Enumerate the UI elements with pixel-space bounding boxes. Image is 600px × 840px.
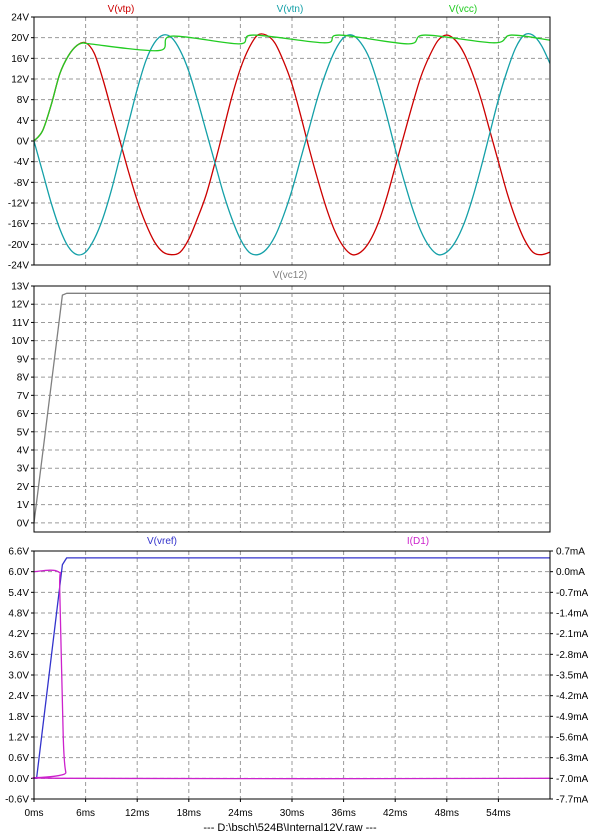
- y-tick-label: 5.4V: [8, 588, 29, 599]
- y-tick-label: -12V: [8, 199, 29, 210]
- x-axis-tick-labels: 0ms 6ms 12ms 18ms 24ms 30ms 36ms 42ms 48ms 54ms: [25, 799, 511, 819]
- y-tick-label: 12V: [11, 300, 29, 311]
- y-tick-label: 4.8V: [8, 609, 29, 620]
- y-tick-label: 5V: [17, 427, 30, 438]
- plot-border: [33, 285, 551, 533]
- right-y-axis-tick-labels: 0.7mA 0.0mA -0.7mA -1.4mA -2.1mA -2.8mA -3.5mA…: [556, 547, 589, 806]
- y-tick-label: 8V: [17, 95, 30, 106]
- trace-v-vcc: [33, 34, 551, 142]
- y-axis-tick-labels: 13V 12V 11V 10V 9V 8V 7V 6V 5V 4V 3V 2V 1V 0V: [11, 282, 29, 530]
- voltage-current-pane-vref-id1[interactable]: 6.6V 6.0V 5.4V 4.8V 4.2V 3.6V 3.0V 2.4V 1.8V 1.2V…: [5, 536, 588, 806]
- y2-tick-label: -7.0mA: [556, 774, 589, 785]
- trace-v-vtp: [33, 33, 551, 256]
- y-tick-label: 9V: [17, 354, 30, 365]
- y-tick-label: -16V: [8, 219, 29, 230]
- y-tick-label: 3.0V: [8, 671, 29, 682]
- y-tick-label: 12V: [11, 75, 29, 86]
- y2-tick-label: 0.0mA: [556, 567, 585, 578]
- legend-id1[interactable]: I(D1): [407, 536, 429, 547]
- x-tick-label: 54ms: [486, 808, 510, 819]
- y-tick-label: 3V: [17, 464, 30, 475]
- y-tick-label: 4V: [17, 446, 30, 457]
- y-tick-label: 0V: [17, 518, 30, 529]
- legend-vtp[interactable]: V(vtp): [108, 4, 135, 15]
- legend-vtn[interactable]: V(vtn): [277, 4, 304, 15]
- y2-tick-label: -5.6mA: [556, 733, 589, 744]
- trace-v-vc12: [33, 292, 550, 523]
- x-tick-label: 6ms: [76, 808, 95, 819]
- y-tick-label: 8V: [17, 373, 30, 384]
- y-tick-label: 1.8V: [8, 712, 29, 723]
- y2-tick-label: 0.7mA: [556, 547, 585, 558]
- y-tick-label: -8V: [13, 178, 29, 189]
- y2-tick-label: -4.2mA: [556, 691, 589, 702]
- y-tick-label: -4V: [13, 157, 29, 168]
- file-path-label: --- D:\bsch\524B\Internal12V.raw ---: [203, 822, 377, 834]
- trace-i-d1: [32, 569, 551, 780]
- legend-vc12[interactable]: V(vc12): [273, 270, 307, 281]
- y-tick-label: 1V: [17, 500, 30, 511]
- y-tick-label: 7V: [17, 391, 30, 402]
- y-tick-label: 6.0V: [8, 567, 29, 578]
- y-tick-label: 11V: [12, 318, 29, 329]
- voltage-pane-vtp-vtn-vcc[interactable]: 24V 20V 16V 12V 8V 4V 0V -4V -8V -12V -16V -20V -24V…: [8, 4, 551, 272]
- x-tick-label: 36ms: [331, 808, 355, 819]
- grid-lines: [31, 16, 550, 266]
- y-tick-label: 0.0V: [8, 774, 29, 785]
- y-tick-label: 13V: [11, 282, 29, 293]
- x-tick-label: 18ms: [177, 808, 201, 819]
- y-tick-label: 16V: [11, 54, 29, 65]
- voltage-pane-vc12[interactable]: 13V 12V 11V 10V 9V 8V 7V 6V 5V 4V 3V 2V 1V 0V V(vc12): [11, 270, 551, 533]
- y-tick-label: 24V: [11, 13, 29, 24]
- legend-vcc[interactable]: V(vcc): [449, 4, 477, 15]
- y2-tick-label: -7.7mA: [556, 795, 589, 806]
- x-tick-label: 12ms: [125, 808, 149, 819]
- y-tick-label: -24V: [8, 261, 29, 272]
- x-tick-label: 30ms: [280, 808, 304, 819]
- legend-vref[interactable]: V(vref): [147, 536, 177, 547]
- y-axis-tick-labels: 24V 20V 16V 12V 8V 4V 0V -4V -8V -12V -16V -20V -24V: [8, 13, 29, 272]
- y2-tick-label: -3.5mA: [556, 671, 589, 682]
- traces: [32, 557, 551, 780]
- x-tick-label: 24ms: [228, 808, 252, 819]
- x-tick-label: 42ms: [383, 808, 407, 819]
- y-axis-tick-labels: 6.6V 6.0V 5.4V 4.8V 4.2V 3.6V 3.0V 2.4V 1.8V 1.2V…: [5, 547, 29, 806]
- y-tick-label: 2.4V: [8, 691, 29, 702]
- y2-tick-label: -2.1mA: [556, 629, 589, 640]
- y-tick-label: 4.2V: [8, 629, 29, 640]
- y-tick-label: 6.6V: [8, 547, 29, 558]
- x-tick-label: 0ms: [25, 808, 44, 819]
- y2-tick-label: -2.8mA: [556, 650, 589, 661]
- y-tick-label: 10V: [11, 336, 29, 347]
- plot-border: [33, 16, 551, 266]
- y-tick-label: -20V: [8, 240, 29, 251]
- y-tick-label: 6V: [17, 409, 30, 420]
- y-tick-label: 2V: [17, 482, 30, 493]
- traces: [33, 292, 550, 523]
- trace-v-vtn: [33, 32, 551, 256]
- y2-tick-label: -1.4mA: [556, 609, 589, 620]
- y-tick-label: -0.6V: [5, 795, 29, 806]
- x-tick-label: 48ms: [435, 808, 459, 819]
- y-tick-label: 3.6V: [8, 650, 29, 661]
- y2-tick-label: -6.3mA: [556, 753, 589, 764]
- grid-lines: [31, 285, 550, 532]
- y-tick-label: 0V: [17, 137, 30, 148]
- traces: [33, 32, 551, 256]
- y-tick-label: 4V: [17, 116, 30, 127]
- y2-tick-label: -4.9mA: [556, 712, 589, 723]
- y-tick-label: 1.2V: [8, 733, 29, 744]
- y-tick-label: 0.6V: [8, 753, 29, 764]
- y-tick-label: 20V: [11, 33, 29, 44]
- y2-tick-label: -0.7mA: [556, 588, 589, 599]
